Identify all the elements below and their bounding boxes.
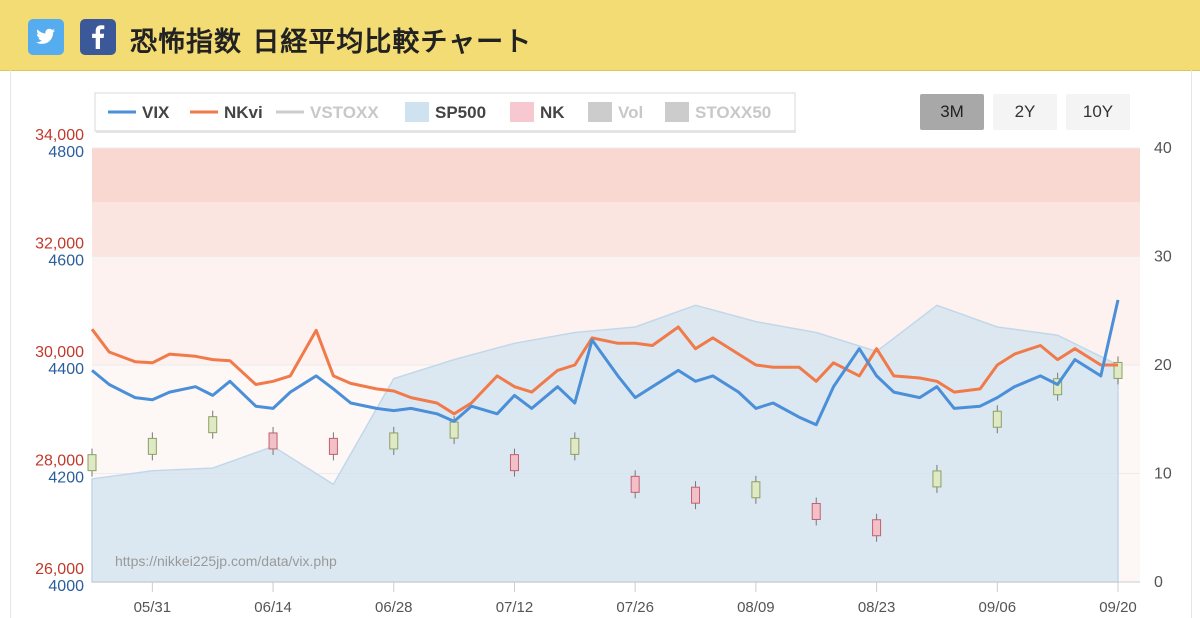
page-title: 恐怖指数 日経平均比較チャート xyxy=(130,27,533,58)
facebook-icon[interactable] xyxy=(80,19,116,55)
range-10y-button[interactable]: 10Y xyxy=(1066,94,1130,130)
header-bar: 恐怖指数 日経平均比較チャート xyxy=(0,0,1200,71)
range-2y-button[interactable]: 2Y xyxy=(993,94,1057,130)
chart-panel xyxy=(10,70,1192,618)
twitter-icon[interactable] xyxy=(28,19,64,55)
range-3m-button[interactable]: 3M xyxy=(920,94,984,130)
